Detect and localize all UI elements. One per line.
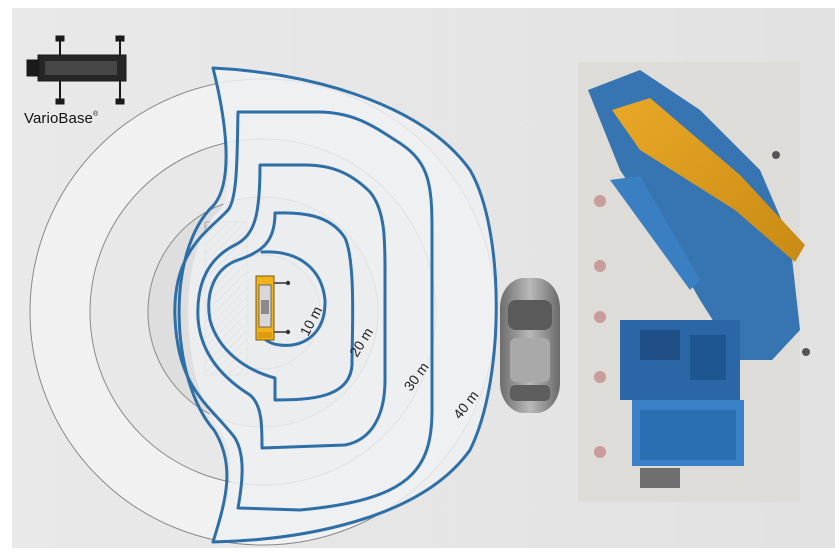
crane-top-view-icon [255,275,291,341]
load-envelopes [173,66,498,544]
brand-name: VarioBase [24,110,93,127]
envelope-40m [177,66,498,544]
envelope-30m [173,110,434,512]
building-construction-photo [578,62,810,502]
registered-mark: ® [93,111,99,118]
brand-logo-text: VarioBase® [24,110,98,127]
parked-car-icon [500,278,560,413]
envelope-20m [196,163,387,450]
envelope-fill-40 [188,68,497,542]
envelope-10m [207,211,355,402]
crane-outrigger-top-view-icon [26,35,127,105]
